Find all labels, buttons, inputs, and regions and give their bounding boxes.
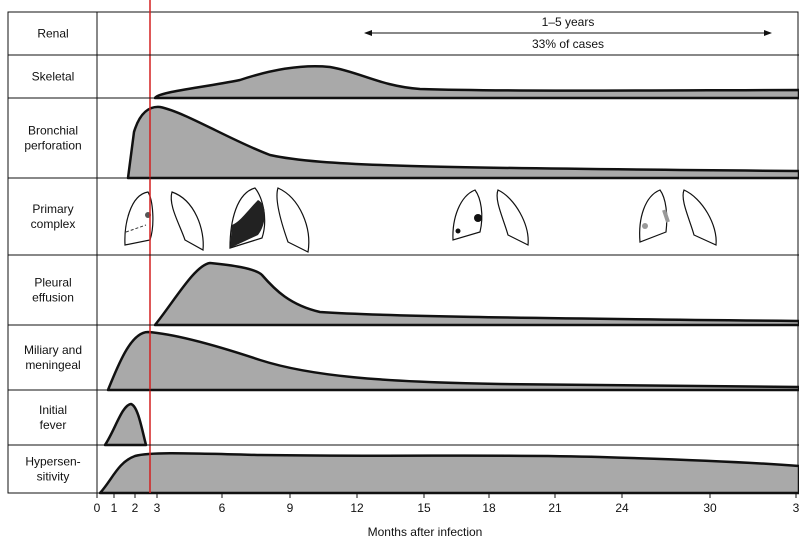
x-tick-label: 9 <box>287 501 294 515</box>
x-tick-label: 21 <box>548 501 562 515</box>
x-tick-label: 1 <box>111 501 118 515</box>
x-tick-label: 18 <box>482 501 496 515</box>
row-label: effusion <box>32 291 74 305</box>
row-label: Initial <box>39 403 67 417</box>
x-tick-label: 3 <box>793 501 799 515</box>
row-label: Bronchial <box>28 124 78 138</box>
miliary-curve <box>106 330 799 392</box>
lung-icons <box>124 187 717 253</box>
x-tick-label: 15 <box>417 501 431 515</box>
x-tick-label: 24 <box>615 501 629 515</box>
annotation-range: 1–5 years <box>542 15 595 29</box>
x-tick-label: 12 <box>350 501 364 515</box>
annotation-share: 33% of cases <box>532 37 604 51</box>
row-label: Renal <box>37 27 68 41</box>
skeletal-curve <box>153 64 799 100</box>
x-tick-label: 0 <box>94 501 101 515</box>
hypersensitivity-curve <box>98 452 799 495</box>
fever-curve <box>103 402 148 447</box>
bronchial-curve <box>126 105 799 180</box>
x-tick-label: 6 <box>219 501 226 515</box>
row-label: complex <box>31 217 76 231</box>
row-label: Hypersen- <box>25 455 80 469</box>
row-label: meningeal <box>25 358 80 372</box>
x-axis-title: Months after infection <box>368 525 483 539</box>
row-label: Primary <box>32 202 73 216</box>
row-label: Miliary and <box>24 343 82 357</box>
x-tick-label: 3 <box>154 501 161 515</box>
row-label: sitivity <box>37 470 70 484</box>
row-label: Pleural <box>34 276 71 290</box>
x-tick-label: 2 <box>132 501 139 515</box>
row-label: Skeletal <box>32 70 75 84</box>
row-label: fever <box>40 418 67 432</box>
x-tick-label: 30 <box>703 501 717 515</box>
row-label: perforation <box>24 139 81 153</box>
pleural-curve <box>153 261 799 327</box>
